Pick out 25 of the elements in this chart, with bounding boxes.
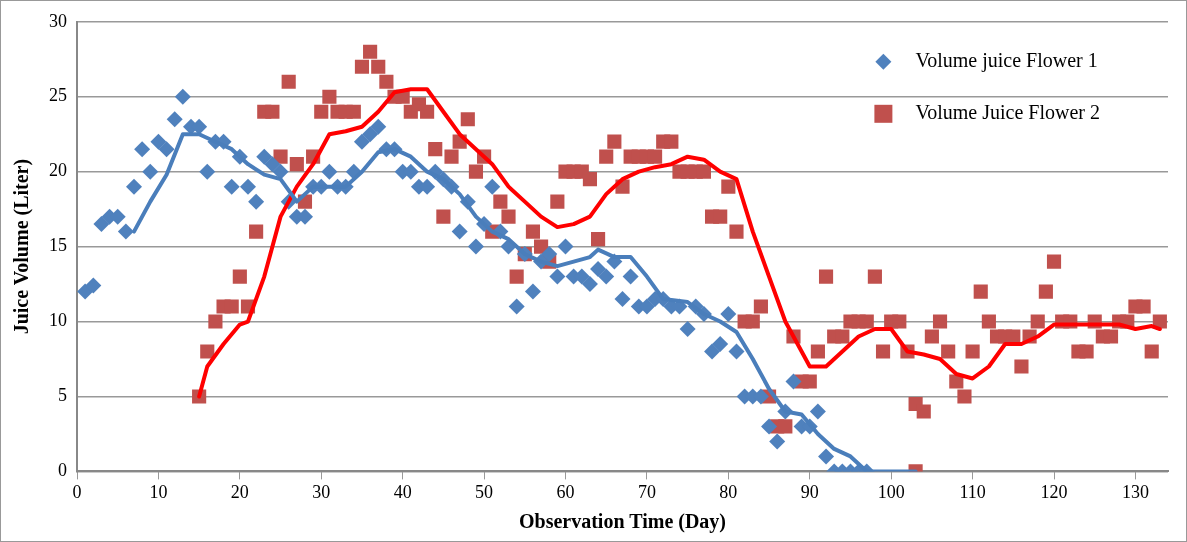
x-tick-label: 30 bbox=[312, 481, 331, 502]
x-tick-label: 10 bbox=[149, 481, 168, 502]
x-tick-label: 90 bbox=[800, 481, 819, 502]
legend-label: Volume Juice Flower 2 bbox=[915, 101, 1100, 124]
x-tick-label: 0 bbox=[72, 481, 82, 502]
x-tick-label: 40 bbox=[393, 481, 412, 502]
y-axis-title: Juice Volume (Liter) bbox=[10, 158, 34, 335]
y-tick-label: 5 bbox=[58, 385, 67, 406]
y-tick-label: 30 bbox=[49, 10, 67, 31]
x-tick-label: 80 bbox=[719, 481, 738, 502]
x-axis-title: Observation Time (Day) bbox=[518, 510, 727, 534]
x-tick-label: 60 bbox=[556, 481, 575, 502]
y-tick-label: 25 bbox=[49, 85, 67, 106]
y-tick-label: 20 bbox=[49, 160, 67, 181]
x-tick-label: 130 bbox=[1121, 481, 1149, 502]
legend-label: Volume juice Flower 1 bbox=[915, 49, 1098, 73]
y-tick-label: 10 bbox=[49, 310, 67, 331]
x-tick-label: 110 bbox=[959, 481, 986, 502]
x-tick-label: 50 bbox=[475, 481, 494, 502]
y-tick-label: 0 bbox=[58, 460, 67, 481]
x-tick-label: 100 bbox=[877, 481, 905, 502]
x-tick-label: 70 bbox=[637, 481, 656, 502]
x-tick-label: 20 bbox=[230, 481, 249, 502]
y-tick-label: 15 bbox=[49, 235, 67, 256]
x-tick-label: 120 bbox=[1040, 481, 1068, 502]
